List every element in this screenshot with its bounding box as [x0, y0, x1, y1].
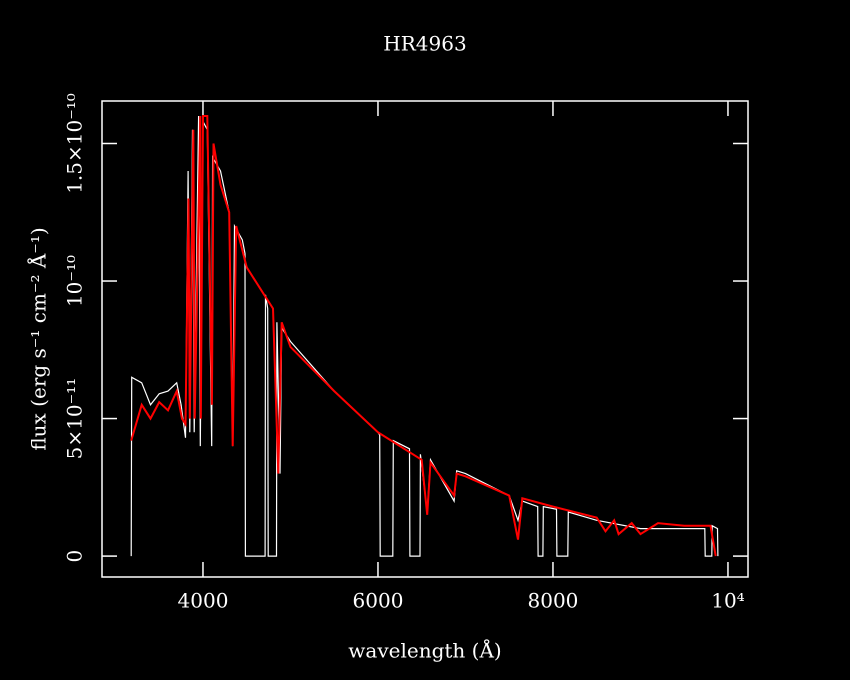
x-tick-label: 8000 — [528, 589, 579, 613]
y-tick-label: 5×10⁻¹¹ — [63, 378, 87, 460]
y-tick-label: 1.5×10⁻¹⁰ — [63, 93, 87, 194]
plot-frame — [101, 100, 749, 578]
chart-title: HR4963 — [383, 32, 466, 56]
spectrum-line — [130, 115, 717, 557]
y-tick-label: 10⁻¹⁰ — [63, 255, 87, 307]
y-tick-label: 0 — [63, 550, 87, 563]
x-tick-label: 10⁴ — [711, 589, 744, 613]
y-axis-label: flux (erg s⁻¹ cm⁻² Å⁻¹) — [26, 227, 51, 450]
x-tick-label: 6000 — [353, 589, 404, 613]
x-axis-label: wavelength (Å) — [348, 638, 501, 663]
x-tick-label: 4000 — [178, 589, 229, 613]
